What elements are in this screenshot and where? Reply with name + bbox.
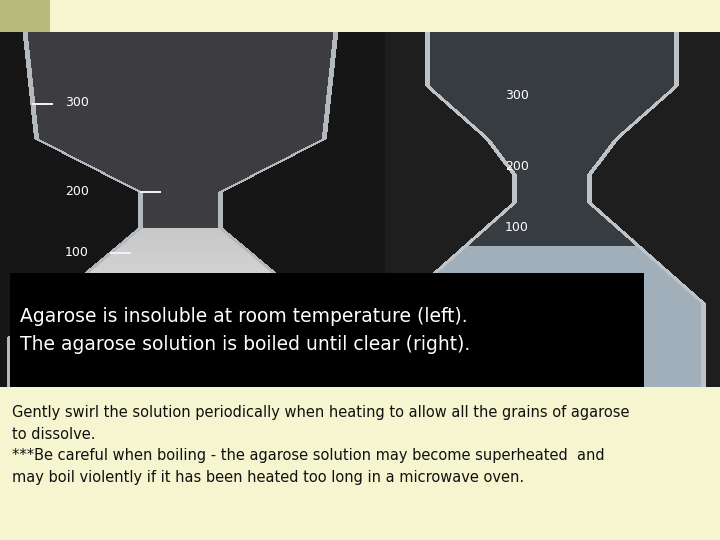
Text: 300: 300 [65, 97, 89, 110]
Text: 300: 300 [505, 90, 529, 103]
Text: 100: 100 [505, 221, 529, 234]
Text: 200: 200 [65, 185, 89, 198]
Text: 100: 100 [65, 246, 89, 259]
Text: Agarose is insoluble at room temperature (left).
The agarose solution is boiled : Agarose is insoluble at room temperature… [20, 307, 470, 354]
Text: 200: 200 [505, 160, 529, 173]
Bar [10, 273, 644, 387]
Text: Gently swirl the solution periodically when heating to allow all the grains of a: Gently swirl the solution periodically w… [12, 405, 629, 485]
